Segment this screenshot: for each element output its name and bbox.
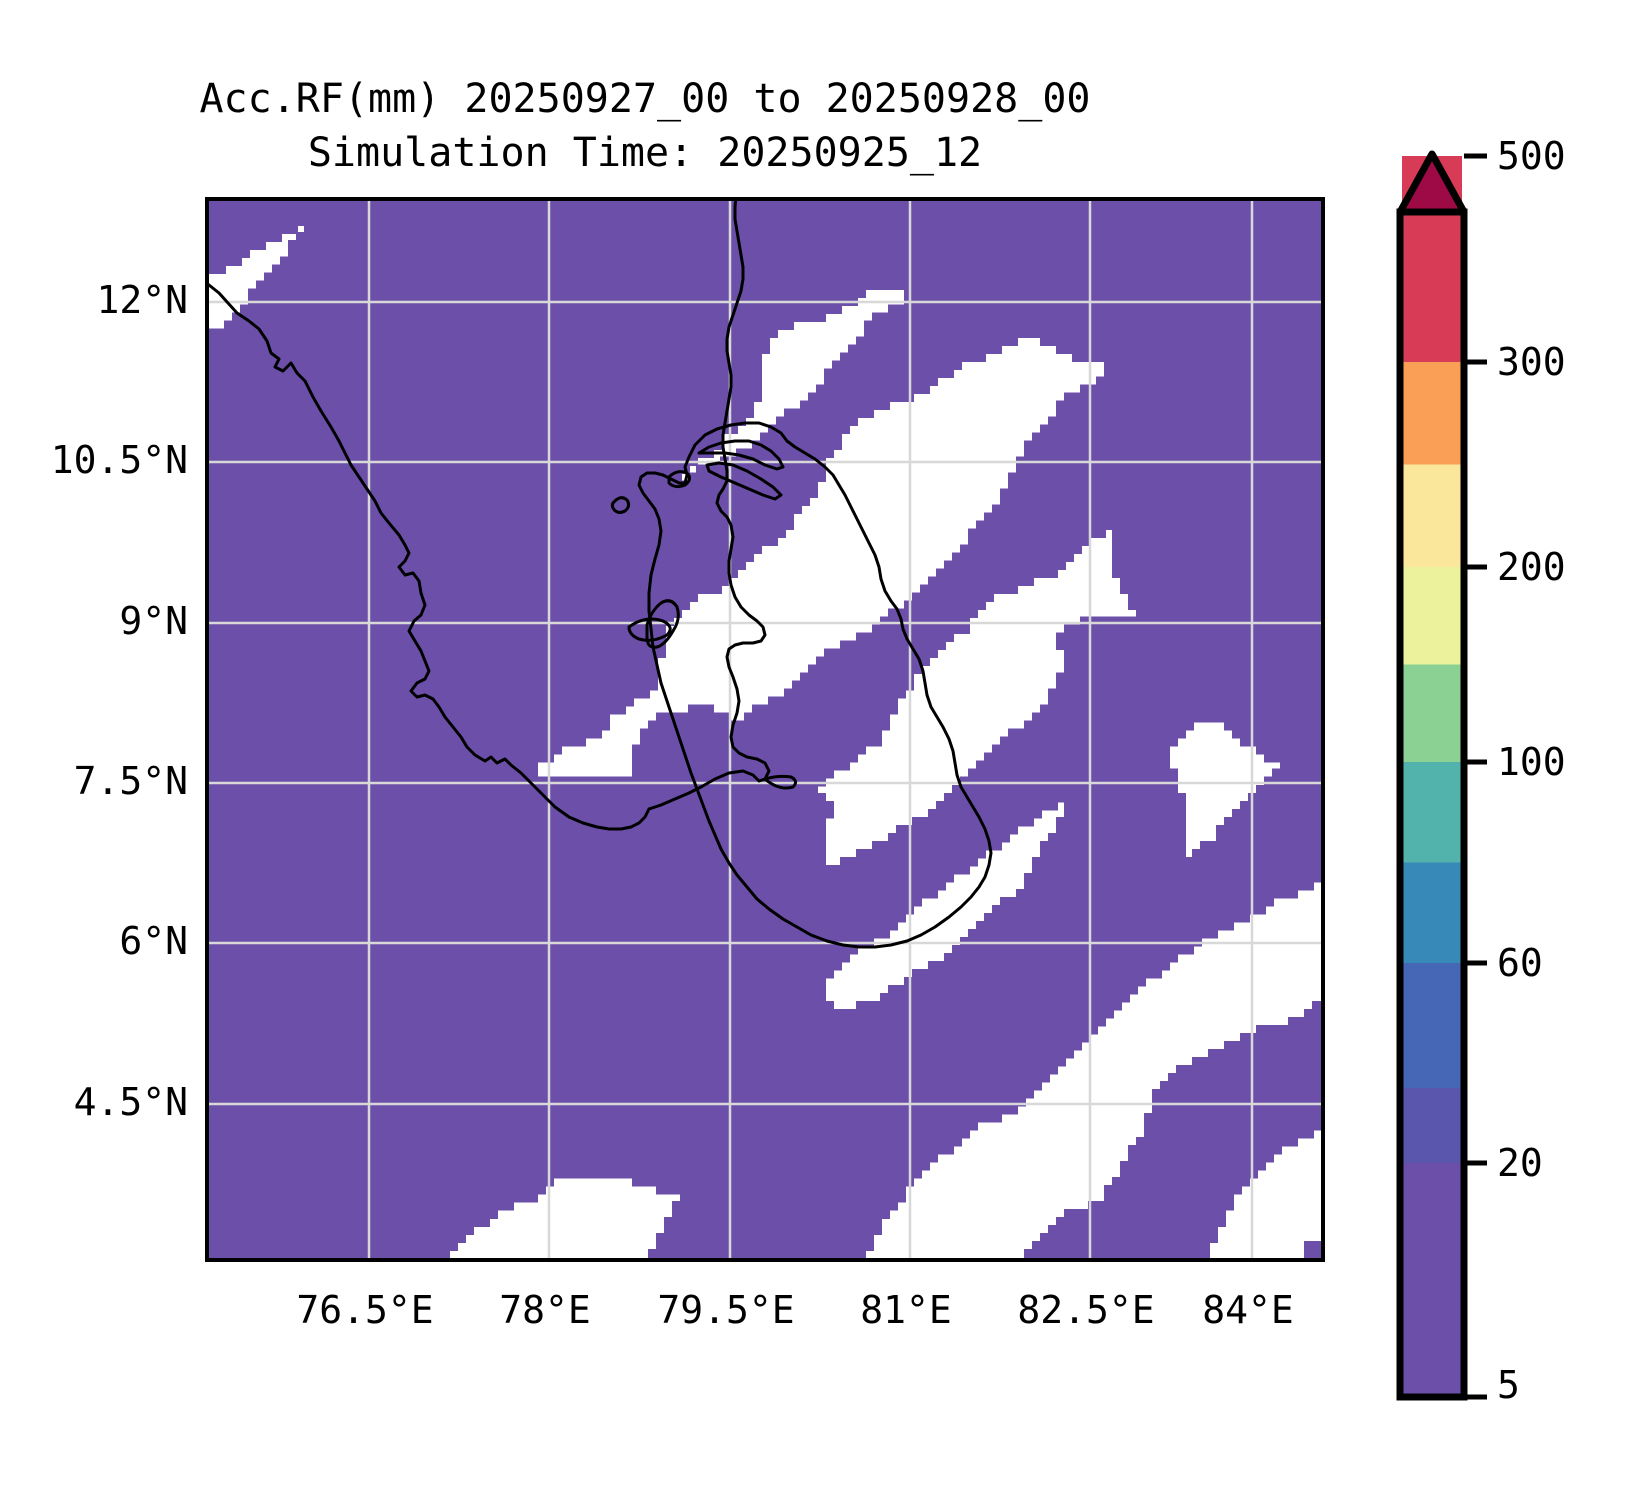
x-tick-label-84E: 84°E xyxy=(1202,1288,1294,1332)
y-tick-label-9N: 9°N xyxy=(119,599,188,643)
colorbar-band-35 xyxy=(1402,963,1462,1088)
chart-title: Acc.RF(mm) 20250927_00 to 20250928_00 Si… xyxy=(0,72,1290,180)
colorbar-bands xyxy=(1402,156,1462,1397)
y-tick-label-7-5N: 7.5°N xyxy=(73,759,188,803)
map-plot-panel xyxy=(205,197,1325,1262)
y-tick-label-4-5N: 4.5°N xyxy=(73,1080,188,1124)
y-tick-label-12N: 12°N xyxy=(96,278,188,322)
colorbar-label-500: 500 xyxy=(1497,134,1566,178)
colorbar-band-20 xyxy=(1402,1088,1462,1163)
colorbar-band-80 xyxy=(1402,762,1462,863)
colorbar-label-20: 20 xyxy=(1497,1141,1543,1185)
coastline-layer xyxy=(209,201,993,949)
rainfall-contour-map xyxy=(209,201,1321,1258)
colorbar xyxy=(1392,92,1502,1402)
rain-class-5 xyxy=(209,201,1321,1258)
y-tick-label-6N: 6°N xyxy=(119,919,188,963)
x-tick-label-82-5E: 82.5°E xyxy=(1017,1288,1155,1332)
colorbar-band-150 xyxy=(1402,567,1462,665)
colorbar-band-200 xyxy=(1402,464,1462,567)
colorbar-label-200: 200 xyxy=(1497,545,1566,589)
colorbar-label-100: 100 xyxy=(1497,740,1566,784)
x-tick-label-79-5E: 79.5°E xyxy=(657,1288,795,1332)
rainfall-contour-layer xyxy=(209,201,1321,1258)
title-line-2: Simulation Time: 20250925_12 xyxy=(307,130,983,176)
map-gridlines xyxy=(209,201,1321,1258)
colorbar-band-100 xyxy=(1402,664,1462,762)
colorbar-ticks xyxy=(1464,153,1487,1400)
colorbar-label-5: 5 xyxy=(1497,1363,1520,1407)
x-tick-label-76-5E: 76.5°E xyxy=(296,1288,434,1332)
colorbar-extend-arrow xyxy=(1400,154,1464,212)
colorbar-band-60 xyxy=(1402,862,1462,963)
colorbar-band-5 xyxy=(1402,1163,1462,1397)
x-tick-label-78E: 78°E xyxy=(499,1288,591,1332)
colorbar-band-250 xyxy=(1402,362,1462,465)
title-line-1: Acc.RF(mm) 20250927_00 to 20250928_00 xyxy=(199,76,1091,122)
colorbar-svg xyxy=(1396,150,1487,1401)
colorbar-label-300: 300 xyxy=(1497,340,1566,384)
y-tick-label-10-5N: 10.5°N xyxy=(50,438,188,482)
colorbar-label-60: 60 xyxy=(1497,941,1543,985)
x-tick-label-81E: 81°E xyxy=(860,1288,952,1332)
